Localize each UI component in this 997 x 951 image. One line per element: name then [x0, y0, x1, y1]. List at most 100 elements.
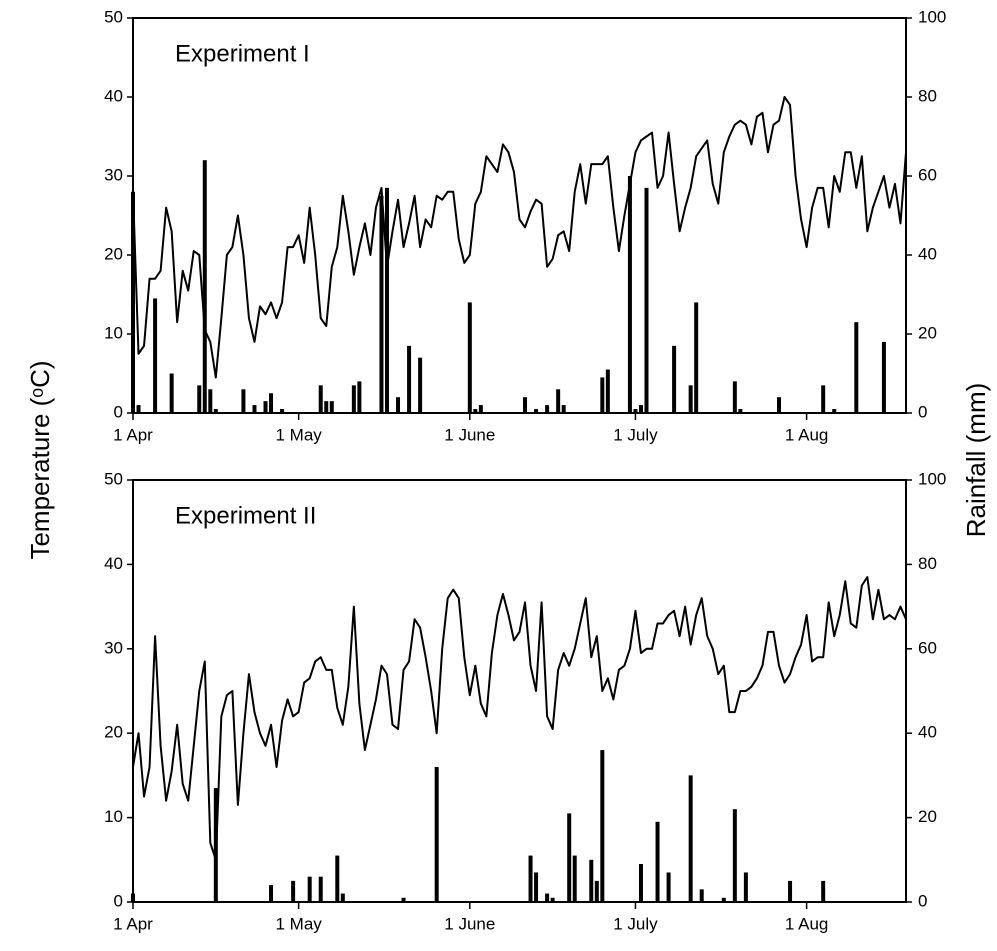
- rainfall-bar: [169, 373, 174, 413]
- rainfall-bar: [534, 872, 539, 902]
- rainfall-bar: [318, 876, 323, 902]
- rainfall-bar: [291, 880, 296, 902]
- rainfall-bar: [467, 302, 472, 413]
- rainfall-bar: [263, 401, 268, 413]
- temperature-line: [132, 96, 907, 379]
- rainfall-bar: [478, 405, 483, 413]
- x-tick-label: 1 Aug: [785, 914, 829, 933]
- y2-tick-label: 40: [918, 244, 937, 263]
- y-tick-label: 20: [104, 244, 123, 263]
- rainfall-bar: [605, 369, 610, 413]
- rainfall-bar: [136, 405, 141, 413]
- rainfall-bar: [777, 397, 782, 413]
- rainfall-bar: [318, 385, 323, 413]
- rainfall-bar: [854, 322, 859, 413]
- y2-tick-label: 0: [918, 891, 927, 910]
- rainfall-bar: [401, 897, 406, 902]
- panel-title: Experiment II: [175, 502, 316, 529]
- y2-tick-label: 20: [918, 323, 937, 342]
- rainfall-bar: [694, 302, 699, 413]
- y2-tick-label: 60: [918, 638, 937, 657]
- rainfall-bar: [280, 409, 285, 413]
- y2-tick-label: 80: [918, 86, 937, 105]
- rainfall-bar: [351, 385, 356, 413]
- y-tick-label: 10: [104, 323, 123, 342]
- rainfall-bar: [335, 855, 340, 902]
- rainfall-bar: [213, 409, 218, 413]
- rainfall-bar: [329, 401, 334, 413]
- rainfall-bar: [473, 409, 478, 413]
- rainfall-bar: [131, 191, 135, 413]
- x-tick-label: 1 July: [613, 914, 658, 933]
- rainfall-bar: [633, 409, 638, 413]
- rainfall-bar: [644, 187, 649, 413]
- y-tick-label: 30: [104, 638, 123, 657]
- y-tick-label: 0: [114, 891, 123, 910]
- rainfall-bar: [550, 897, 555, 902]
- plot-frame: [132, 479, 907, 903]
- y2-tick-label: 100: [918, 469, 946, 488]
- rainfall-bar: [743, 872, 748, 902]
- y-tick-label: 20: [104, 723, 123, 742]
- rainfall-bar: [556, 389, 561, 413]
- y-tick-label: 10: [104, 807, 123, 826]
- rainfall-bar: [324, 401, 329, 413]
- x-tick-label: 1 Aug: [785, 425, 829, 444]
- x-tick-label: 1 May: [275, 425, 322, 444]
- rainfall-bar: [699, 889, 704, 902]
- rainfall-bar: [721, 897, 726, 902]
- rainfall-bar: [688, 385, 693, 413]
- x-tick-label: 1 June: [444, 914, 495, 933]
- temperature-line: [132, 576, 907, 861]
- rainfall-bar: [208, 389, 213, 413]
- rainfall-bar: [788, 880, 793, 902]
- y2-tick-label: 20: [918, 807, 937, 826]
- rainfall-bar: [881, 341, 886, 413]
- y-tick-label: 0: [114, 402, 123, 421]
- rainfall-bar: [572, 855, 577, 902]
- rainfall-bar: [153, 298, 158, 413]
- rainfall-bar: [600, 750, 605, 902]
- y-tick-label: 40: [104, 86, 123, 105]
- rainfall-bar: [357, 381, 362, 413]
- rainfall-bar: [672, 345, 677, 413]
- rainfall-bar: [638, 405, 643, 413]
- rainfall-bar: [589, 859, 594, 902]
- rainfall-bar: [638, 864, 643, 902]
- y-axis-label: Temperature (ᵒC): [25, 360, 55, 559]
- y2-axis-label: Rainfall (mm): [961, 383, 991, 538]
- rainfall-bar: [821, 880, 826, 902]
- rainfall-bar: [434, 766, 439, 902]
- rainfall-bar: [627, 176, 632, 413]
- rainfall-bar: [561, 405, 566, 413]
- rainfall-bar: [340, 893, 345, 902]
- rainfall-bar: [197, 385, 202, 413]
- rainfall-bar: [269, 885, 274, 902]
- rainfall-bar: [418, 357, 423, 413]
- x-tick-label: 1 July: [613, 425, 658, 444]
- rainfall-bar: [241, 389, 246, 413]
- rainfall-bar: [269, 393, 274, 413]
- panel-title: Experiment I: [175, 40, 310, 67]
- rainfall-bar: [396, 397, 401, 413]
- rainfall-bar: [252, 405, 257, 413]
- rainfall-bar: [738, 409, 743, 413]
- x-tick-label: 1 Apr: [113, 425, 153, 444]
- y-tick-label: 50: [104, 7, 123, 26]
- y2-tick-label: 40: [918, 723, 937, 742]
- y-tick-label: 40: [104, 554, 123, 573]
- rainfall-bar: [523, 397, 528, 413]
- rainfall-bar: [545, 405, 550, 413]
- rainfall-bar: [655, 821, 660, 902]
- rainfall-bar: [732, 381, 737, 413]
- y2-tick-label: 0: [918, 402, 927, 421]
- rainfall-bar: [688, 775, 693, 902]
- rainfall-bar: [379, 195, 384, 413]
- y-tick-label: 30: [104, 165, 123, 184]
- rainfall-bar: [600, 377, 605, 413]
- y2-tick-label: 80: [918, 554, 937, 573]
- x-tick-label: 1 June: [444, 425, 495, 444]
- rainfall-bar: [307, 876, 312, 902]
- rainfall-bar: [594, 880, 599, 902]
